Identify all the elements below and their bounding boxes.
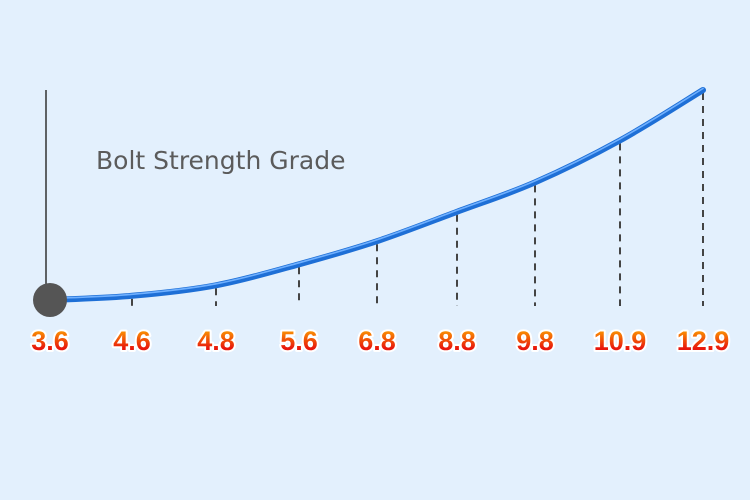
tick-label-8.8: 8.8: [438, 326, 476, 356]
tick-label-5.6: 5.6: [280, 326, 318, 356]
tick-label-6.8: 6.8: [358, 326, 396, 356]
series-line-highlight: [49, 87, 704, 300]
chart-title: Bolt Strength Grade: [96, 146, 345, 175]
drop-lines: [131, 93, 704, 306]
tick-label-3.6: 3.6: [31, 326, 69, 356]
tick-label-12.9: 12.9: [677, 326, 730, 356]
tick-label-4.6: 4.6: [113, 326, 151, 356]
series-line: [47, 87, 706, 303]
tick-labels: 3.6 4.6 4.8 5.6 6.8 8.8 9.8 10.9 12.9: [29, 324, 731, 358]
tick-label-4.8: 4.8: [197, 326, 235, 356]
tick-label-9.8: 9.8: [516, 326, 554, 356]
tick-label-10.9: 10.9: [594, 326, 647, 356]
origin-marker: [33, 283, 67, 317]
